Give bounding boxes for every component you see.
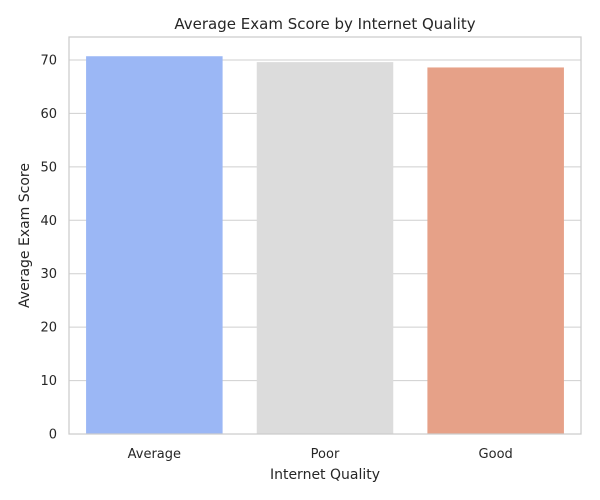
y-tick-label: 30 <box>40 267 57 282</box>
x-tick-label: Poor <box>311 447 340 462</box>
bar-average <box>86 56 223 434</box>
y-tick-label: 20 <box>40 321 57 336</box>
y-tick-label: 40 <box>40 214 57 229</box>
chart-title: Average Exam Score by Internet Quality <box>174 15 475 33</box>
x-tick-labels: Average Poor Good <box>128 447 513 462</box>
y-tick-label: 60 <box>40 107 57 122</box>
y-tick-labels: 0 10 20 30 40 50 60 70 <box>40 53 57 442</box>
y-tick-label: 10 <box>40 374 57 389</box>
y-tick-label: 0 <box>49 428 57 443</box>
x-axis-label: Internet Quality <box>270 467 380 483</box>
y-axis-label: Average Exam Score <box>17 163 33 308</box>
bar-poor <box>256 62 394 434</box>
bars <box>86 56 564 434</box>
plot-frame <box>68 36 582 435</box>
y-tick-label: 70 <box>40 53 57 68</box>
x-tick-label: Average <box>128 447 181 462</box>
bar-good <box>427 67 564 434</box>
x-tick-label: Good <box>479 447 513 462</box>
y-tick-label: 50 <box>40 160 57 175</box>
